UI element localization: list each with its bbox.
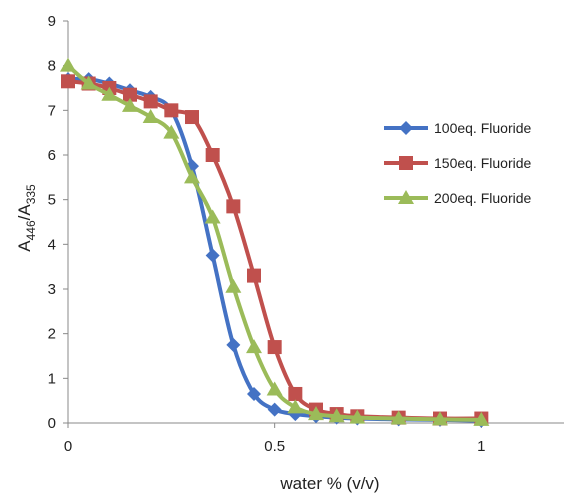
x-tick-label: 0.5	[264, 438, 285, 455]
data-point	[226, 199, 241, 214]
data-point	[123, 87, 137, 102]
series-triangle	[60, 57, 490, 426]
data-point	[225, 278, 242, 293]
data-point	[349, 409, 366, 424]
legend-label: 100eq. Fluoride	[434, 120, 532, 136]
data-point	[60, 57, 76, 72]
tick-labels: 0 1 2 3 4 5 6 7 8 9 0 0.5 1	[48, 13, 486, 455]
data-point	[205, 248, 220, 263]
data-point	[266, 381, 283, 396]
legend-item: 150eq. Fluoride	[384, 155, 532, 171]
data-point	[247, 268, 261, 283]
data-point	[267, 402, 282, 417]
data-point	[288, 386, 303, 401]
legend-label: 150eq. Fluoride	[434, 155, 532, 171]
data-point	[142, 109, 159, 124]
data-point	[80, 75, 97, 90]
legend-marker	[399, 121, 413, 135]
series-layer	[60, 57, 490, 428]
data-point	[122, 97, 138, 112]
data-point	[267, 340, 282, 355]
legend-item: 100eq. Fluoride	[384, 120, 532, 136]
y-tick-label: 6	[48, 147, 56, 164]
x-tick-label: 0	[64, 438, 72, 455]
y-tick-label: 1	[48, 370, 56, 387]
data-point	[308, 406, 324, 421]
y-tick-label: 3	[48, 281, 56, 298]
y-axis-title: A446/A335	[15, 184, 38, 252]
legend-marker	[398, 190, 414, 204]
data-point	[61, 74, 75, 89]
y-axis-title-sep: /A	[15, 204, 34, 221]
legend: 100eq. Fluoride 150eq. Fluoride 200eq. Flu…	[384, 120, 532, 206]
series-line	[66, 76, 484, 423]
legend-label: 200eq. Fluoride	[434, 190, 532, 206]
data-point	[328, 408, 345, 423]
data-point	[226, 337, 241, 352]
y-tick-label: 8	[48, 58, 56, 75]
series-line	[66, 79, 484, 421]
data-point	[185, 110, 199, 125]
y-tick-label: 9	[48, 13, 56, 30]
data-point	[247, 386, 261, 401]
data-point	[287, 399, 304, 414]
y-axis-title-main: A	[15, 240, 34, 252]
y-axis-title-sub2: 335	[24, 184, 38, 204]
data-point	[143, 94, 158, 109]
y-tick-label: 5	[48, 192, 56, 209]
y-axis-title-sub1: 446	[24, 220, 38, 240]
y-tick-label: 4	[48, 236, 56, 253]
x-axis-title: water % (v/v)	[279, 474, 379, 493]
data-point	[473, 411, 490, 426]
data-point	[164, 103, 179, 118]
data-point	[101, 86, 118, 101]
data-point	[163, 124, 180, 139]
data-point	[205, 148, 220, 162]
data-point	[184, 169, 200, 184]
y-tick-label: 7	[48, 102, 56, 119]
x-tick-label: 1	[477, 438, 485, 455]
series-diamond	[61, 72, 489, 428]
data-point	[246, 339, 262, 354]
axes	[63, 20, 564, 428]
series-line	[66, 63, 484, 422]
y-tick-label: 2	[48, 326, 56, 343]
data-point	[204, 209, 221, 224]
data-point	[432, 411, 448, 426]
y-tick-label: 0	[48, 415, 56, 432]
legend-item: 200eq. Fluoride	[384, 190, 532, 206]
data-point	[390, 410, 407, 425]
legend-marker	[399, 156, 413, 170]
